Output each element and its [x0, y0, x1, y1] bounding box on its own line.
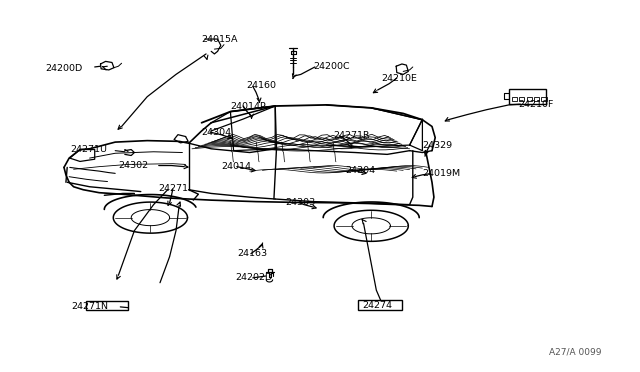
Text: 24302: 24302 [118, 161, 148, 170]
Text: 24304: 24304 [202, 128, 232, 137]
Text: 24015A: 24015A [202, 35, 238, 44]
Text: 24271U: 24271U [70, 145, 108, 154]
Text: 24210E: 24210E [381, 74, 417, 83]
Text: 24303: 24303 [285, 198, 315, 207]
Text: 24200D: 24200D [45, 64, 82, 73]
Bar [534, 97, 540, 101]
Text: 24271N: 24271N [72, 302, 109, 311]
Text: 24014: 24014 [221, 162, 251, 171]
Bar [527, 97, 532, 101]
Text: 24163: 24163 [237, 249, 267, 258]
Text: A27/A 0099: A27/A 0099 [549, 347, 602, 356]
Bar [541, 97, 547, 101]
Text: 24271: 24271 [159, 185, 189, 193]
Text: 24019M: 24019M [422, 169, 461, 178]
Text: 24271R: 24271R [333, 131, 369, 140]
Bar [512, 97, 517, 101]
Bar [509, 89, 546, 104]
Text: 24202D: 24202D [236, 273, 273, 282]
Bar [520, 97, 525, 101]
Bar [86, 301, 128, 310]
Text: 24210F: 24210F [518, 100, 554, 109]
Text: 24200C: 24200C [314, 62, 350, 71]
Text: 24274: 24274 [362, 301, 392, 310]
Text: 24304: 24304 [346, 166, 376, 174]
Text: 24329: 24329 [422, 141, 452, 150]
Bar [358, 300, 402, 310]
Text: 24014P: 24014P [230, 102, 266, 110]
Text: 24160: 24160 [246, 81, 276, 90]
